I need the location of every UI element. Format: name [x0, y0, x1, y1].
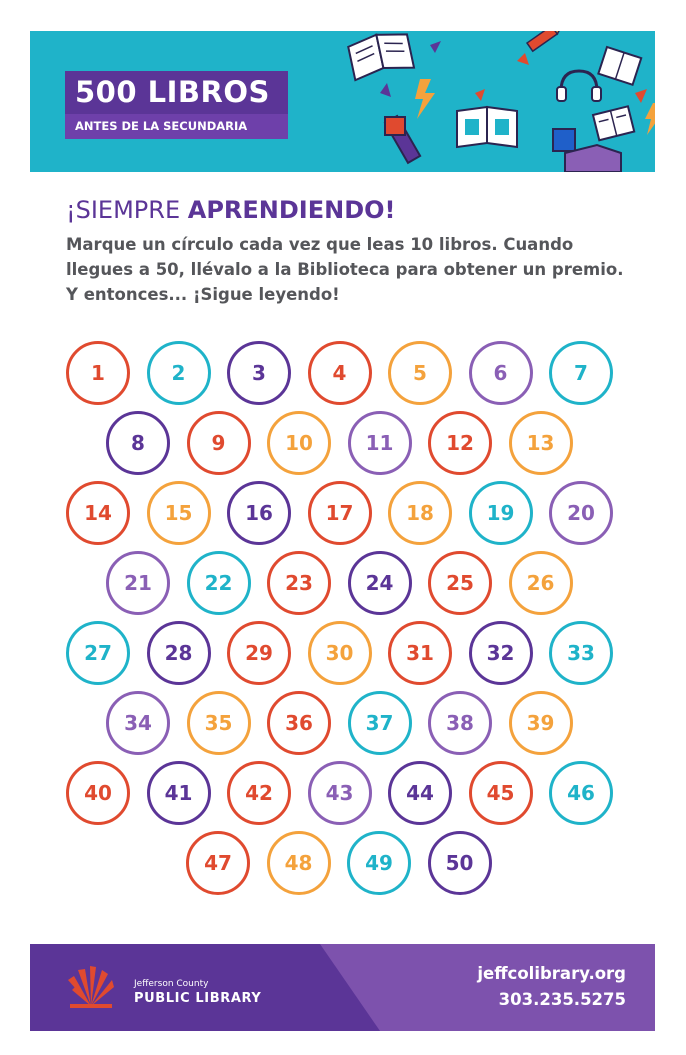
org-name-big: PUBLIC LIBRARY [134, 991, 262, 1006]
reading-circle-31[interactable]: 31 [388, 621, 452, 685]
reading-circle-24[interactable]: 24 [347, 551, 412, 615]
reading-circle-45[interactable]: 45 [468, 761, 533, 825]
reading-circle-15[interactable]: 15 [146, 481, 211, 545]
reading-circle-8[interactable]: 8 [106, 411, 170, 475]
reading-circle-6[interactable]: 6 [468, 341, 533, 405]
reading-circle-37[interactable]: 37 [347, 691, 412, 755]
reading-circle-12[interactable]: 12 [428, 411, 492, 475]
reading-circle-47[interactable]: 47 [186, 831, 250, 895]
reading-circle-7[interactable]: 7 [549, 341, 613, 405]
reading-circle-50[interactable]: 50 [427, 831, 492, 895]
reading-circle-39[interactable]: 39 [508, 691, 573, 755]
headline-regular: ¡SIEMPRE [66, 196, 188, 224]
reading-circle-46[interactable]: 46 [549, 761, 613, 825]
program-subtitle: ANTES DE LA SECUNDARIA [65, 114, 288, 139]
reading-circle-9[interactable]: 9 [186, 411, 251, 475]
footer-contact-panel [320, 944, 655, 1031]
reading-circle-17[interactable]: 17 [307, 481, 372, 545]
reading-circle-49[interactable]: 49 [347, 831, 411, 895]
reading-circle-38[interactable]: 38 [428, 691, 492, 755]
books-illustration-icon [347, 31, 655, 172]
reading-circle-22[interactable]: 22 [186, 551, 251, 615]
reading-circle-43[interactable]: 43 [307, 761, 372, 825]
reading-circle-14[interactable]: 14 [66, 481, 130, 545]
phone-number: 303.235.5275 [498, 990, 626, 1009]
reading-circle-42[interactable]: 42 [227, 761, 291, 825]
reading-circle-33[interactable]: 33 [549, 621, 613, 685]
reading-circle-23[interactable]: 23 [267, 551, 331, 615]
library-sunburst-icon [66, 966, 116, 1012]
reading-circle-41[interactable]: 41 [146, 761, 211, 825]
reading-circle-16[interactable]: 16 [227, 481, 291, 545]
instructions-text: Marque un círculo cada vez que leas 10 l… [66, 235, 624, 304]
reading-circle-48[interactable]: 48 [266, 831, 331, 895]
reading-circle-36[interactable]: 36 [267, 691, 331, 755]
reading-circle-35[interactable]: 35 [186, 691, 251, 755]
reading-circle-26[interactable]: 26 [508, 551, 573, 615]
reading-circle-40[interactable]: 40 [66, 761, 130, 825]
reading-circle-13[interactable]: 13 [508, 411, 573, 475]
headline: ¡SIEMPRE APRENDIENDO! [66, 196, 395, 224]
reading-circle-29[interactable]: 29 [227, 621, 291, 685]
reading-circle-25[interactable]: 25 [428, 551, 492, 615]
reading-circle-11[interactable]: 11 [347, 411, 412, 475]
program-title: 500 LIBROS [65, 71, 288, 114]
footer-banner: Jefferson County PUBLIC LIBRARY jeffcoli… [30, 944, 655, 1031]
reading-circle-32[interactable]: 32 [468, 621, 533, 685]
reading-circle-34[interactable]: 34 [106, 691, 170, 755]
reading-circle-30[interactable]: 30 [307, 621, 372, 685]
reading-circle-1[interactable]: 1 [66, 341, 130, 405]
reading-circle-20[interactable]: 20 [549, 481, 613, 545]
reading-circle-18[interactable]: 18 [388, 481, 452, 545]
reading-circle-4[interactable]: 4 [307, 341, 372, 405]
reading-circle-3[interactable]: 3 [227, 341, 291, 405]
header-banner: 500 LIBROS ANTES DE LA SECUNDARIA [30, 31, 655, 172]
reading-circle-19[interactable]: 19 [468, 481, 533, 545]
website-link[interactable]: jeffcolibrary.org [477, 964, 626, 983]
title-badge: 500 LIBROS ANTES DE LA SECUNDARIA [65, 71, 288, 139]
reading-circle-10[interactable]: 10 [267, 411, 331, 475]
reading-circle-44[interactable]: 44 [388, 761, 452, 825]
reading-circle-27[interactable]: 27 [66, 621, 130, 685]
reading-circle-21[interactable]: 21 [106, 551, 170, 615]
org-name-small: Jefferson County [134, 979, 209, 989]
reading-circle-2[interactable]: 2 [146, 341, 211, 405]
headline-bold: APRENDIENDO! [187, 196, 396, 224]
reading-circle-5[interactable]: 5 [388, 341, 452, 405]
reading-circle-28[interactable]: 28 [146, 621, 211, 685]
